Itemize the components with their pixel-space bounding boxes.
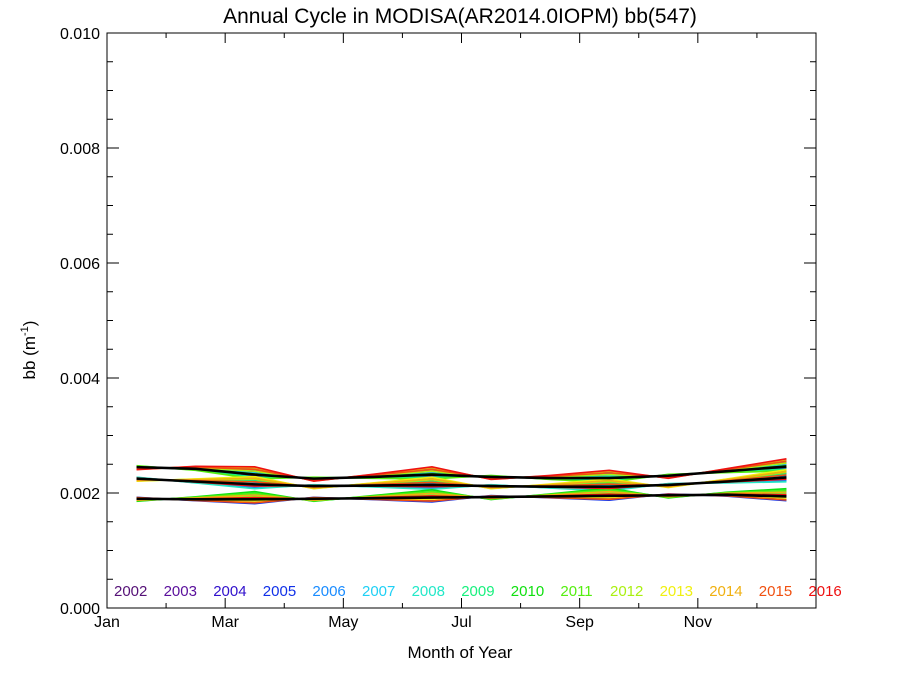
x-tick-label: Mar	[211, 614, 239, 631]
lines-layer	[136, 457, 787, 505]
x-tick-label: Jan	[94, 614, 120, 631]
legend-item-2008: 2008	[412, 583, 445, 600]
plot-border	[106, 32, 817, 609]
x-tick-label: Jul	[451, 614, 471, 631]
y-axis-label-text: bb (m	[20, 336, 39, 379]
y-axis-label: bb (m-1)	[19, 321, 39, 380]
legend-item-2002: 2002	[114, 583, 147, 600]
series-line-2016-upper	[136, 457, 787, 483]
legend-item-2005: 2005	[263, 583, 296, 600]
legend-item-2003: 2003	[164, 583, 197, 600]
y-tick-label: 0.010	[60, 26, 100, 43]
y-tick-label: 0.004	[60, 371, 100, 388]
plot-frame	[106, 32, 817, 609]
y-tick-label: 0.008	[60, 141, 100, 158]
y-axis-label-close: )	[20, 321, 39, 327]
x-tick-label: May	[328, 614, 358, 631]
y-axis-label-sup: -1	[19, 326, 31, 336]
legend-item-2009: 2009	[461, 583, 494, 600]
y-axis: 0.000 0.002 0.004 0.006 0.008 0.010	[60, 26, 816, 618]
legend-item-2015: 2015	[759, 583, 792, 600]
legend: 2002 2003 2004 2005 2006 2007 2008 2009 2010 2011…	[114, 583, 842, 600]
legend-item-2006: 2006	[312, 583, 345, 600]
y-tick-label: 0.006	[60, 256, 100, 273]
climatology-line-upper	[136, 465, 787, 480]
climatology-line-mean	[136, 476, 787, 488]
legend-item-2004: 2004	[213, 583, 246, 600]
legend-item-2013: 2013	[660, 583, 693, 600]
x-axis-label: Month of Year	[408, 643, 513, 662]
x-tick-label: Nov	[684, 614, 712, 631]
legend-item-2014: 2014	[709, 583, 742, 600]
legend-item-2011: 2011	[560, 583, 592, 600]
legend-item-2016: 2016	[808, 583, 841, 600]
y-tick-label: 0.002	[60, 486, 100, 503]
legend-item-2012: 2012	[610, 583, 643, 600]
legend-item-2010: 2010	[511, 583, 544, 600]
x-tick-label: Sep	[565, 614, 594, 631]
y-tick-label: 0.000	[60, 601, 100, 618]
chart-title: Annual Cycle in MODISA(AR2014.0IOPM) bb(…	[223, 5, 697, 28]
climatology-line-lower	[136, 493, 787, 501]
x-axis: Jan Mar May Jul Sep Nov	[94, 33, 817, 631]
legend-item-2007: 2007	[362, 583, 395, 600]
